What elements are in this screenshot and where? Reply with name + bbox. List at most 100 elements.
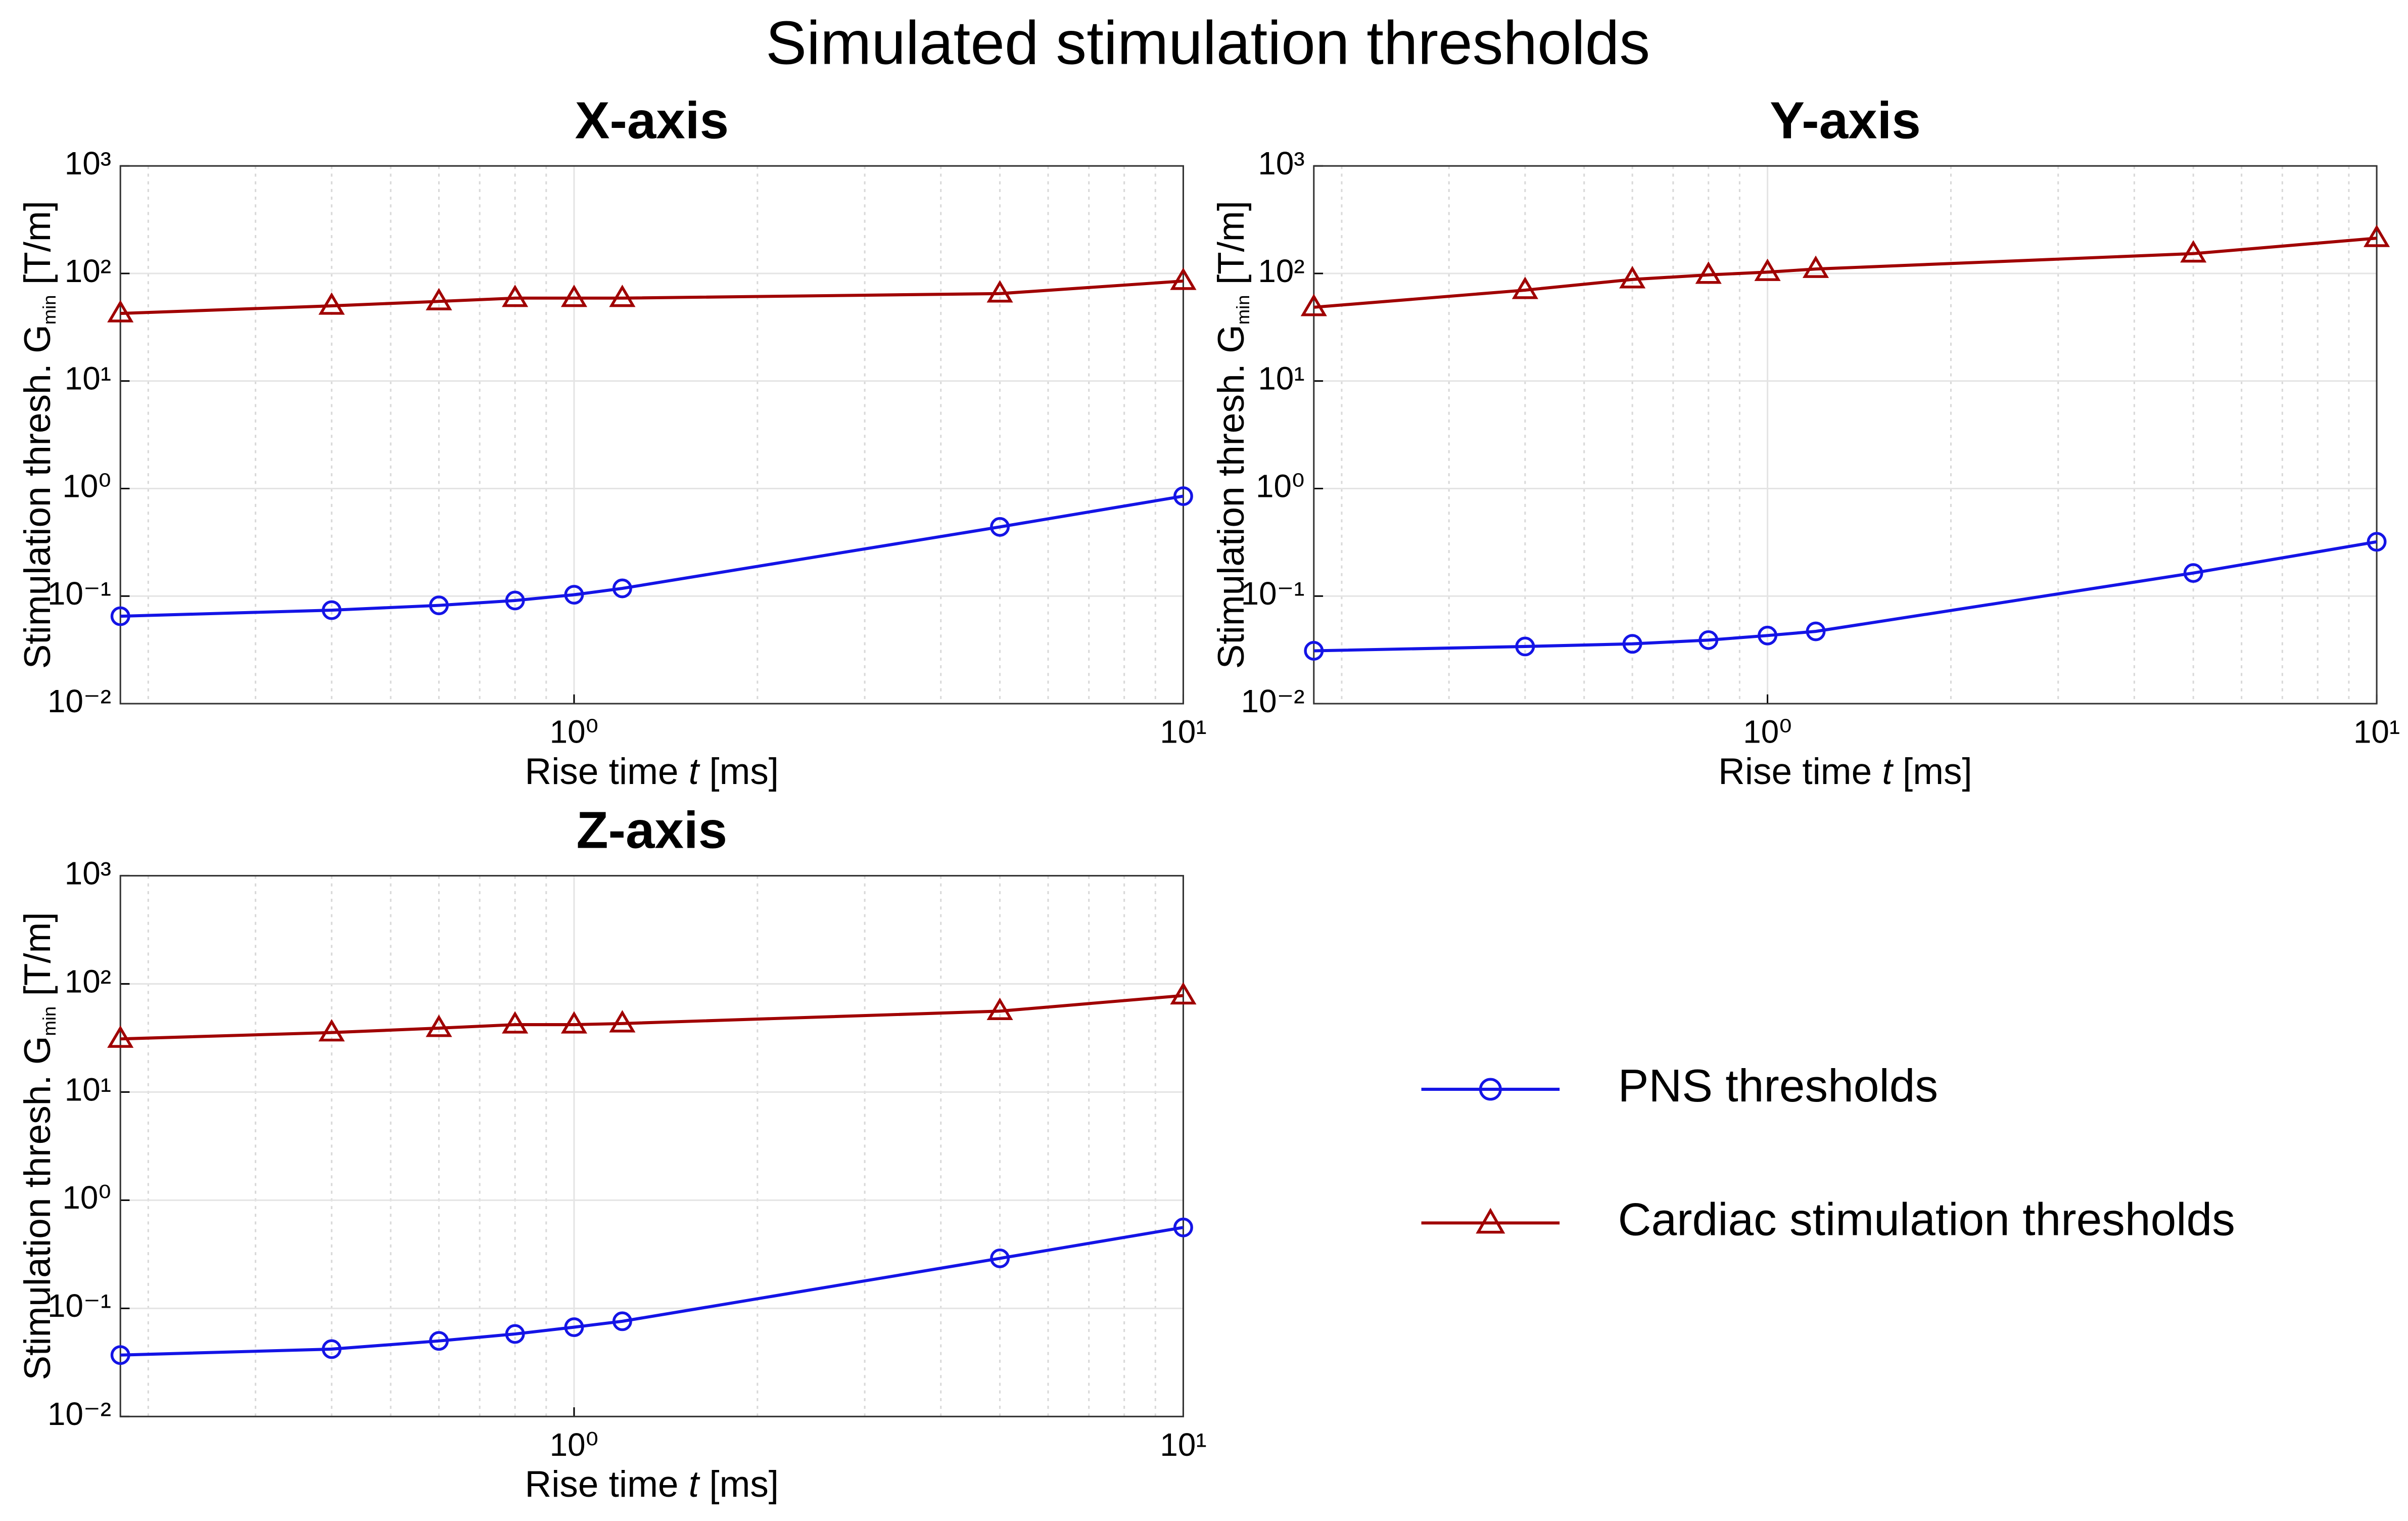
x-tick-label: 10¹	[1160, 714, 1206, 750]
y-axis-label-part: [T/m]	[1211, 201, 1252, 295]
x-axis-label-part: t	[1882, 751, 1894, 792]
x-axis-label: Rise time t [ms]	[1718, 751, 1972, 792]
marker	[990, 1248, 1010, 1268]
marker	[2364, 224, 2390, 247]
x-axis-label-part: [ms]	[1893, 751, 1972, 792]
y-axis-label-part: [T/m]	[17, 201, 58, 295]
y-tick-label: 10⁻²	[48, 1396, 111, 1432]
marker	[1512, 276, 1538, 299]
subplot: 10⁻² 10⁻¹ 10⁰ 10¹ 10² 10³ 10⁰ 10¹ Z-axis Rise tim…	[17, 801, 1206, 1505]
y-tick-label: 10²	[65, 963, 111, 999]
marker	[1515, 636, 1535, 657]
marker	[426, 1015, 452, 1037]
marker	[502, 285, 529, 307]
series-line	[120, 1226, 1184, 1357]
series-line	[1313, 237, 2377, 309]
marker	[505, 1324, 525, 1344]
y-tick-label: 10⁻²	[1241, 683, 1305, 719]
marker	[1806, 621, 1826, 641]
legend-marker	[1479, 1078, 1502, 1101]
marker	[612, 1311, 632, 1331]
y-axis-label-part: min	[39, 1006, 60, 1036]
y-tick-label: 10⁻¹	[48, 1287, 111, 1324]
y-axis-label-part: min	[1233, 295, 1253, 325]
x-axis-label-part: t	[689, 1464, 700, 1505]
plot-frame	[119, 874, 1184, 1417]
series-line	[120, 279, 1184, 315]
marker	[1170, 267, 1197, 290]
marker	[505, 590, 525, 611]
y-tick-label: 10³	[65, 855, 111, 891]
y-axis-label-part: min	[39, 295, 60, 325]
marker	[110, 1345, 130, 1365]
marker	[2180, 240, 2207, 263]
y-axis-label: Stimulation thresh. Gmin [T/m]	[17, 201, 60, 669]
marker	[1758, 625, 1778, 646]
marker	[560, 1011, 588, 1034]
x-axis-label-part: Rise time	[1718, 751, 1882, 792]
marker	[1619, 266, 1646, 289]
x-tick-label: 10⁰	[550, 714, 599, 750]
y-axis-label-part: Stimulation thresh. G	[1211, 325, 1252, 669]
marker	[318, 292, 345, 315]
y-tick-label: 10¹	[65, 360, 111, 397]
x-axis-label-part: [ms]	[699, 1464, 779, 1505]
marker	[107, 300, 134, 322]
x-tick-label: 10¹	[1160, 1426, 1206, 1463]
marker	[502, 1011, 529, 1034]
marker	[986, 997, 1013, 1020]
y-tick-label: 10⁰	[1256, 468, 1305, 504]
y-tick-label: 10¹	[1258, 360, 1304, 397]
y-axis-label-part: Stimulation thresh. G	[17, 1036, 58, 1380]
y-tick-label: 10⁻¹	[48, 575, 111, 612]
marker	[1695, 261, 1722, 284]
legend-label: Cardiac stimulation thresholds	[1618, 1193, 2235, 1245]
x-tick-label: 10⁰	[550, 1426, 599, 1463]
marker	[1300, 294, 1327, 316]
y-tick-label: 10³	[65, 145, 111, 181]
marker	[609, 285, 636, 307]
subplot: 10⁻² 10⁻¹ 10⁰ 10¹ 10² 10³ 10⁰ 10¹ Y-axis Rise tim…	[1211, 90, 2400, 792]
plot-frame	[119, 165, 1184, 705]
x-axis-label-part: Rise time	[525, 1464, 689, 1505]
marker	[1304, 641, 1324, 661]
marker	[321, 1339, 342, 1359]
series-line	[120, 994, 1184, 1041]
subplot: 10⁻² 10⁻¹ 10⁰ 10¹ 10² 10³ 10⁰ 10¹ X-axis Rise tim…	[17, 90, 1206, 792]
x-tick-label: 10⁰	[1743, 714, 1792, 750]
series-line	[1313, 540, 2377, 653]
marker	[1173, 1217, 1193, 1237]
legend: PNS thresholds Cardiac stimulation thresh…	[1421, 1060, 2235, 1245]
marker	[107, 1025, 134, 1048]
marker	[1170, 982, 1197, 1005]
marker	[321, 600, 342, 620]
marker	[609, 1010, 636, 1033]
marker	[1698, 630, 1719, 650]
marker	[2367, 532, 2387, 552]
y-axis-label-part: Stimulation thresh. G	[17, 325, 58, 669]
marker	[110, 606, 130, 626]
x-axis-label: Rise time t [ms]	[525, 751, 779, 792]
y-tick-label: 10²	[65, 253, 111, 289]
marker	[426, 288, 452, 310]
marker	[564, 585, 584, 605]
marker	[2183, 563, 2203, 583]
y-tick-label: 10²	[1258, 253, 1304, 289]
x-axis-label: Rise time t [ms]	[525, 1464, 779, 1505]
figure-title: Simulated stimulation thresholds	[766, 8, 1650, 77]
marker	[990, 517, 1010, 537]
legend-marker	[1476, 1208, 1505, 1234]
x-axis-label-part: [ms]	[699, 751, 779, 792]
y-axis-label: Stimulation thresh. Gmin [T/m]	[17, 912, 60, 1380]
marker	[1754, 258, 1781, 281]
subplot-title: Y-axis	[1770, 90, 1921, 149]
marker	[564, 1317, 584, 1338]
subplot-title: Z-axis	[577, 801, 728, 859]
plot-frame	[1313, 165, 2378, 705]
marker	[429, 1331, 449, 1351]
y-tick-label: 10⁰	[62, 1179, 111, 1216]
marker	[318, 1019, 345, 1042]
legend-label: PNS thresholds	[1618, 1060, 1938, 1112]
